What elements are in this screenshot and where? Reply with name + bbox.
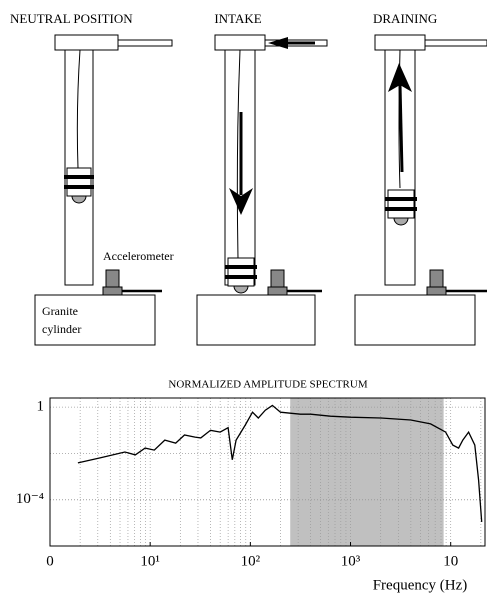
granite-label: Granite [42, 304, 78, 318]
cap [54, 34, 119, 51]
cap [374, 34, 426, 51]
panel-title: INTAKE [214, 11, 261, 26]
pipe [117, 39, 173, 47]
ball [71, 195, 87, 204]
panel-title: NEUTRAL POSITION [10, 11, 133, 26]
weight [387, 189, 415, 219]
string [236, 49, 241, 259]
pipe [424, 39, 487, 47]
accelerometer-base [267, 286, 288, 296]
arrowhead [388, 63, 412, 92]
granite-label: cylinder [42, 322, 81, 336]
x-axis-label: Frequency (Hz) [373, 577, 468, 593]
accelerometer-base [426, 286, 447, 296]
band [64, 175, 94, 179]
y-tick-label: 1 [37, 399, 45, 415]
arrowhead [229, 188, 253, 215]
band [385, 197, 417, 201]
string [76, 49, 81, 169]
chart-title: NORMALIZED AMPLITUDE SPECTRUM [168, 379, 367, 391]
arrow [398, 84, 404, 173]
x-tick-label: 0 [46, 553, 54, 569]
band [225, 265, 257, 269]
granite-block [196, 294, 316, 346]
x-tick-label: 10¹ [140, 553, 160, 569]
accelerometer [270, 269, 285, 288]
band [64, 185, 94, 189]
data-line [77, 404, 483, 522]
accelerometer [429, 269, 444, 288]
shaded-band [290, 398, 444, 546]
x-tick-label: 10² [241, 553, 261, 569]
arrowhead [268, 37, 288, 49]
accelerometer [105, 269, 120, 288]
cap [214, 34, 266, 51]
diagram: NEUTRAL POSITION INTAKE DRAINING Acceler… [10, 11, 487, 346]
x-tick-label: 10 [443, 553, 458, 569]
y-tick-label: 10⁻⁴ [16, 491, 44, 507]
band [385, 207, 417, 211]
x-tick-label: 10³ [341, 553, 361, 569]
plot: 0 10¹ 10² 10³ 10 1 10⁻⁴ [16, 397, 486, 569]
weight [227, 257, 255, 287]
plot-frame [49, 397, 486, 547]
granite-block [34, 294, 156, 346]
ball [393, 217, 409, 226]
ball [233, 285, 249, 294]
accelerometer-label: Accelerometer [103, 249, 174, 263]
granite-block [354, 294, 476, 346]
band [225, 275, 257, 279]
panel-title: DRAINING [373, 11, 437, 26]
weight [66, 167, 92, 197]
accelerometer-base [102, 286, 123, 296]
